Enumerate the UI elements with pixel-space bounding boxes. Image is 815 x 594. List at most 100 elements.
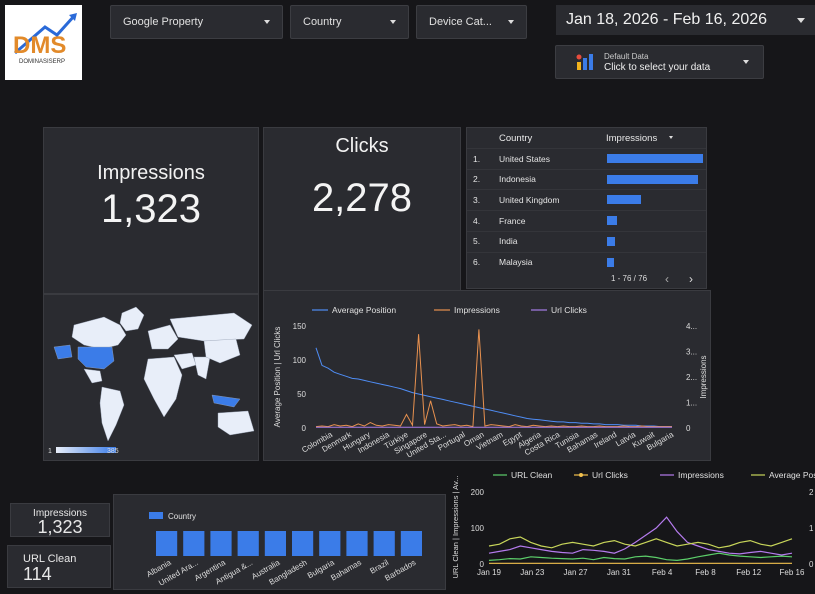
filter-google-property[interactable]: Google Property [110,5,283,39]
world-map[interactable]: 1 385 [44,295,260,462]
legend-marker [579,473,583,477]
x-tick-label: Jan 27 [564,568,589,577]
data-source-title: Default Data [604,52,649,61]
x-tick-label: Jan 19 [477,568,502,577]
row-index: 1. [473,153,481,164]
chevron-down-icon [508,20,514,24]
bar[interactable] [237,531,259,556]
map-legend-bar [56,447,116,453]
y-axis-label: Average Position | Url Clicks [273,327,282,428]
legend-label: Impressions [678,470,724,480]
country-table: Country Impressions 1. United States 2. Ind… [466,127,707,289]
scorecard-label: URL Clean [23,553,77,565]
country-line-chart: Average Position Impressions Url Clicks 0 50… [263,290,711,461]
map-usa [77,346,115,370]
series-line [315,347,672,428]
y-tick-label: 50 [297,390,306,399]
bar[interactable] [400,531,422,556]
map-legend-max: 385 [107,448,119,455]
y-tick-label: 0 [480,560,485,569]
logo: DMS DOMINASISERP [5,5,82,80]
map-greenland [119,306,145,332]
map-china [203,338,241,364]
series-line [488,536,793,549]
scorecard-label: Impressions [33,508,87,519]
data-source-selector[interactable]: Default Data Click to select your data [555,45,764,79]
legend-label: Average Position [769,470,815,480]
row-impressions-bar [607,154,703,163]
row-impressions-bar [607,216,617,226]
y2-tick-label: 2... [686,373,697,382]
row-country: France [499,215,526,226]
table-header: Country Impressions [467,128,706,148]
map-canada [71,316,127,350]
row-impressions-bar [607,236,615,246]
table-row[interactable]: 6. Malaysia [467,251,706,272]
x-tick-label: Feb 4 [652,568,673,577]
bar[interactable] [210,531,232,556]
table-row[interactable]: 1. United States [467,148,706,168]
x-tick-label: Feb 8 [695,568,716,577]
row-country: Malaysia [499,257,533,267]
table-row[interactable]: 3. United Kingdom [467,189,706,209]
bar[interactable] [373,531,395,556]
y2-tick-label: 4... [686,322,697,331]
chevron-down-icon [797,17,805,23]
row-impressions-bar [607,257,614,267]
legend-label: URL Clean [511,470,553,480]
country-bar-chart: Country Albania United Ara... Argentina Anti… [113,494,446,590]
filter-device-category[interactable]: Device Cat... [416,5,527,39]
scorecard-label: Impressions [97,162,205,184]
impressions-scorecard: Impressions 1,323 [43,127,259,294]
row-country: United Kingdom [499,194,560,205]
y2-tick-label: 2 [809,488,814,497]
map-russia [169,312,253,342]
series-line [488,552,793,562]
bar[interactable] [346,531,368,556]
table-row[interactable]: 5. India [467,230,706,251]
filter-country[interactable]: Country [290,5,409,39]
date-range-label: Jan 18, 2026 - Feb 16, 2026 [566,11,768,28]
table-row[interactable]: 2. Indonesia [467,168,706,189]
column-header-country[interactable]: Country [499,133,533,144]
row-impressions-bar [607,174,699,184]
url-clean-scorecard: URL Clean 114 [7,545,111,588]
filter-label: Country [303,16,342,28]
filter-label: Device Cat... [429,16,492,28]
legend-label: Country [168,512,196,521]
chart-svg: URL Clean Url Clicks Impressions Average Po… [451,470,815,578]
y2-axis-label: Impressions [699,355,708,398]
y-tick-label: 200 [471,488,485,497]
legend-label: Average Position [332,305,396,315]
logo-text: DMS [13,32,66,59]
scorecard-label: Clicks [335,135,389,157]
table-row[interactable]: 4. France [467,210,706,230]
geo-map[interactable]: 1 385 [43,294,259,461]
scorecard-value: 114 [23,564,52,584]
bar[interactable] [319,531,341,556]
logo-graphic: DMS DOMINASISERP [13,13,77,65]
logo-subtext: DOMINASISERP [19,59,65,65]
map-mexico [83,368,103,384]
sort-desc-icon[interactable] [669,136,673,139]
bar[interactable] [183,531,205,556]
row-index: 4. [473,215,481,226]
y-tick-label: 0 [302,424,307,433]
x-tick-label: Feb 16 [780,568,805,577]
row-country: United States [499,153,551,164]
chevron-left-icon[interactable]: ‹ [665,272,669,286]
map-australia [217,410,255,436]
map-legend-min: 1 [48,448,52,455]
impressions-small-scorecard: Impressions 1,323 [10,503,110,537]
bar[interactable] [156,531,178,556]
bar[interactable] [264,531,286,556]
map-india [193,356,211,380]
scorecard-value: 2,278 [311,176,413,220]
column-header-impressions[interactable]: Impressions [606,133,658,144]
row-index: 6. [473,257,481,267]
date-range-picker[interactable]: Jan 18, 2026 - Feb 16, 2026 [556,5,815,35]
bar[interactable] [292,531,314,556]
y-tick-label: 100 [293,356,307,365]
scorecard-value: 1,323 [37,517,83,537]
chevron-right-icon[interactable]: › [689,272,693,286]
